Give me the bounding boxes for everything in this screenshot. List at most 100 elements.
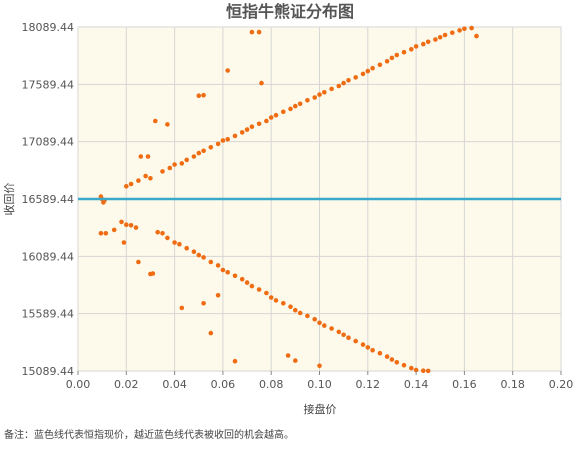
data-point: [312, 95, 318, 100]
data-point: [232, 133, 238, 139]
data-point: [249, 29, 255, 35]
data-point: [232, 358, 238, 364]
data-point: [442, 32, 448, 38]
data-point: [268, 295, 274, 300]
data-point: [244, 280, 250, 285]
x-tick-label: 0.08: [259, 378, 284, 391]
data-point: [305, 313, 310, 319]
data-point: [297, 101, 303, 107]
data-point: [138, 154, 144, 159]
data-point: [220, 267, 226, 273]
data-point: [336, 83, 342, 89]
data-point: [124, 184, 129, 189]
data-point: [421, 41, 426, 47]
data-point: [201, 301, 206, 306]
data-point: [133, 225, 139, 230]
data-point: [341, 332, 346, 338]
x-axis-label: 接盘价: [304, 402, 337, 416]
data-point: [225, 68, 230, 73]
data-point: [329, 86, 334, 92]
data-point: [196, 93, 202, 98]
data-point: [293, 103, 298, 109]
x-tick-label: 0.18: [500, 378, 525, 391]
data-points: [98, 25, 479, 374]
data-point: [264, 118, 269, 124]
y-tick-label: 17089.44: [22, 136, 75, 149]
data-point: [389, 357, 395, 362]
data-point: [365, 68, 371, 74]
data-point: [353, 338, 359, 344]
y-axis-ticks: 15089.44 15589.44 16089.44 16589.44 17089.44…: [22, 21, 75, 378]
data-point: [394, 52, 400, 58]
data-point: [256, 121, 262, 127]
data-point: [150, 271, 156, 276]
data-point: [293, 358, 298, 363]
data-point: [201, 148, 206, 154]
data-point: [437, 35, 443, 40]
x-tick-label: 0.06: [211, 378, 236, 391]
data-point: [103, 231, 109, 236]
y-tick-label: 18089.44: [22, 21, 75, 34]
data-point: [425, 39, 431, 45]
data-point: [329, 326, 334, 331]
data-point: [225, 137, 230, 142]
data-point: [196, 252, 202, 258]
data-point: [143, 173, 148, 179]
data-point: [98, 231, 104, 236]
data-point: [244, 127, 250, 132]
data-point: [160, 169, 165, 174]
data-point: [281, 301, 286, 306]
data-point: [208, 330, 214, 336]
data-point: [288, 106, 293, 112]
data-point: [433, 37, 438, 42]
data-point: [268, 115, 274, 120]
x-tick-label: 0.10: [307, 378, 332, 391]
y-tick-label: 15589.44: [22, 308, 75, 321]
data-point: [165, 122, 170, 127]
x-tick-label: 0.00: [66, 378, 91, 391]
data-point: [128, 223, 134, 228]
data-point: [365, 345, 371, 350]
y-tick-label: 17589.44: [22, 78, 75, 91]
y-tick-label: 16589.44: [22, 193, 75, 206]
data-point: [377, 62, 383, 68]
data-point: [293, 307, 298, 313]
data-point: [215, 293, 221, 298]
data-point: [191, 154, 197, 159]
data-point: [220, 138, 226, 143]
data-point: [377, 350, 383, 356]
data-point: [401, 362, 407, 368]
data-point: [413, 44, 419, 49]
x-tick-label: 0.12: [356, 378, 381, 391]
data-point: [370, 348, 375, 353]
data-point: [474, 33, 479, 39]
data-point: [384, 354, 390, 359]
data-point: [111, 227, 117, 233]
data-point: [136, 259, 141, 265]
data-point: [281, 109, 286, 115]
data-point: [249, 283, 255, 289]
data-point: [208, 145, 214, 150]
data-point: [370, 65, 375, 71]
x-tick-label: 0.14: [404, 378, 429, 391]
data-point: [215, 141, 221, 147]
data-point: [273, 112, 279, 118]
data-point: [167, 165, 173, 171]
data-point: [128, 181, 134, 187]
data-point: [259, 80, 264, 86]
data-point: [353, 75, 359, 80]
data-point: [317, 92, 322, 97]
data-point: [184, 157, 189, 163]
data-point: [249, 124, 255, 129]
x-axis-ticks: 0.00 0.02 0.04 0.06 0.08 0.10 0.12 0.14 0.16 0.18…: [66, 371, 573, 391]
y-axis-label: 收回价: [2, 183, 16, 216]
data-point: [421, 368, 426, 374]
data-point: [145, 154, 151, 159]
data-point: [360, 71, 366, 77]
data-point: [457, 28, 462, 33]
data-point: [155, 229, 160, 235]
y-tick-label: 15089.44: [22, 365, 75, 378]
data-point: [165, 235, 170, 241]
data-point: [208, 259, 214, 265]
data-point: [124, 222, 129, 227]
